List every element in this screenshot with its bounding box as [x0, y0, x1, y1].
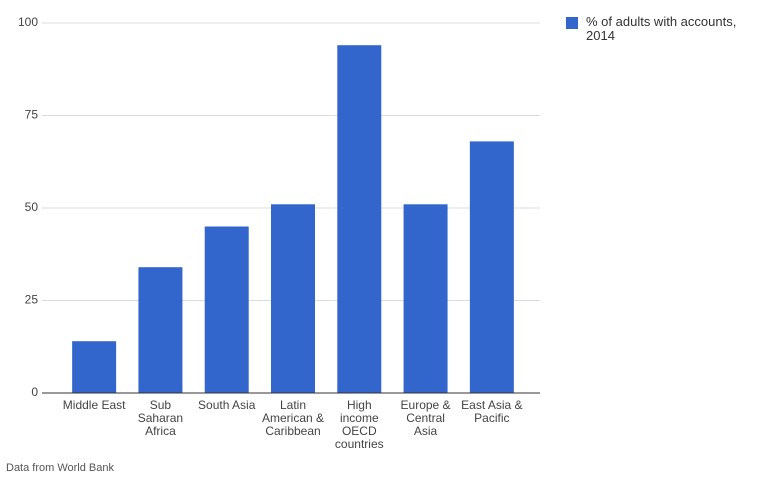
bar	[271, 204, 315, 393]
y-tick-label: 25	[25, 293, 39, 307]
x-tick-label: South Asia	[198, 398, 256, 412]
y-tick-label: 50	[25, 200, 39, 214]
x-tick-label: Sub Saharan Africa	[137, 398, 184, 438]
y-tick-label: 100	[18, 15, 38, 29]
bar	[138, 267, 183, 393]
x-tick-label: Middle East	[62, 398, 126, 412]
bar	[337, 45, 382, 393]
bar	[72, 341, 117, 393]
y-tick-label: 75	[25, 108, 39, 122]
x-tick-label: Europe & Central Asia	[400, 398, 451, 438]
x-tick-label: High income OECD countries	[334, 398, 384, 451]
legend-swatch	[566, 17, 578, 29]
bar	[204, 226, 249, 393]
y-tick-label: 0	[31, 385, 38, 399]
x-tick-label: East Asia & Pacific	[461, 398, 523, 425]
source-note: Data from World Bank	[6, 462, 115, 474]
x-tick-label: Latin American & Caribbean	[261, 398, 325, 438]
bar	[403, 204, 448, 393]
legend-label: % of adults with accounts, 2014	[586, 14, 737, 43]
bar	[469, 141, 514, 393]
